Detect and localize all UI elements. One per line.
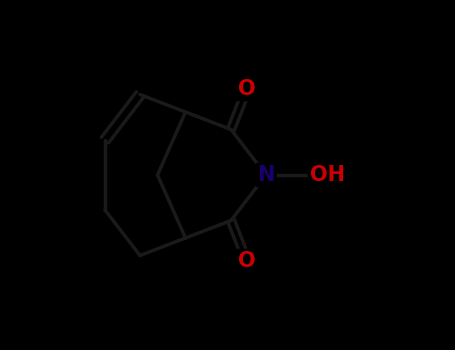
Text: N: N [258, 165, 275, 185]
Text: O: O [238, 251, 256, 271]
Text: O: O [238, 79, 256, 99]
Text: OH: OH [310, 165, 345, 185]
